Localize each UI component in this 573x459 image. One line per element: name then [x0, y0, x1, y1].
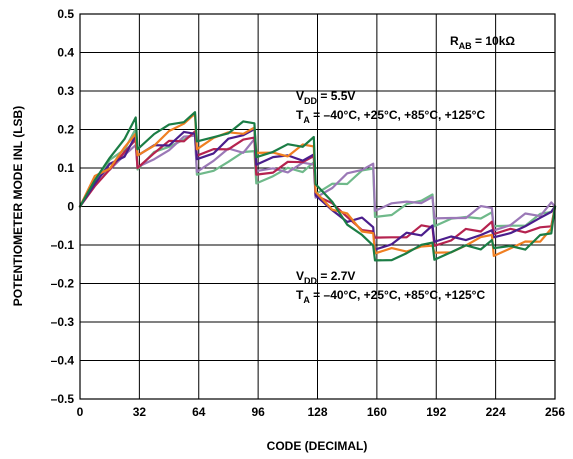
x-tick-label: 192 — [426, 405, 446, 419]
y-axis-title: POTENTIOMETER MODE INL (LSB) — [11, 106, 25, 306]
y-tick-label: –0.5 — [51, 392, 75, 406]
x-tick-label: 64 — [192, 405, 206, 419]
y-tick-label: –0.1 — [51, 238, 75, 252]
x-tick-label: 96 — [251, 405, 265, 419]
y-tick-label: 0 — [67, 200, 74, 214]
ta-27-annotation: TA = –40°C, +25°C, +85°C, +125°C — [296, 288, 485, 305]
rab-annotation: RAB = 10kΩ — [450, 34, 515, 51]
grid-lines — [80, 14, 555, 399]
x-tick-label: 256 — [545, 405, 565, 419]
plot-frame — [79, 13, 556, 400]
vdd-55-annotation: VDD = 5.5V — [296, 89, 355, 106]
series-layer — [78, 111, 557, 262]
y-tick-label: 0.4 — [57, 46, 74, 60]
y-tick-label: –0.2 — [51, 277, 75, 291]
y-tick-label: 0.5 — [57, 7, 74, 21]
vdd-27-annotation: VDD = 2.7V — [296, 269, 355, 286]
y-tick-label: –0.4 — [51, 354, 75, 368]
y-tick-label: 0.1 — [57, 161, 74, 175]
y-tick-label: 0.3 — [57, 84, 74, 98]
x-tick-label: 224 — [486, 405, 506, 419]
series-line — [78, 134, 557, 232]
series-line — [78, 111, 557, 262]
y-tick-labels: 0.5 0.4 0.3 0.2 0.1 0 –0.1 –0.2 –0.3 –0.4 –0.5 — [51, 7, 75, 406]
x-tick-label: 0 — [77, 405, 84, 419]
x-axis-title: CODE (DECIMAL) — [267, 439, 368, 453]
y-tick-label: –0.3 — [51, 315, 75, 329]
x-tick-label: 128 — [307, 405, 327, 419]
ta-55-annotation: TA = –40°C, +25°C, +85°C, +125°C — [296, 108, 485, 125]
x-tick-labels: 0 32 64 96 128 160 192 224 256 — [77, 405, 566, 419]
y-tick-label: 0.2 — [57, 123, 74, 137]
x-tick-label: 160 — [367, 405, 387, 419]
series-line — [78, 128, 557, 251]
series-line — [78, 112, 557, 257]
x-tick-label: 32 — [133, 405, 147, 419]
